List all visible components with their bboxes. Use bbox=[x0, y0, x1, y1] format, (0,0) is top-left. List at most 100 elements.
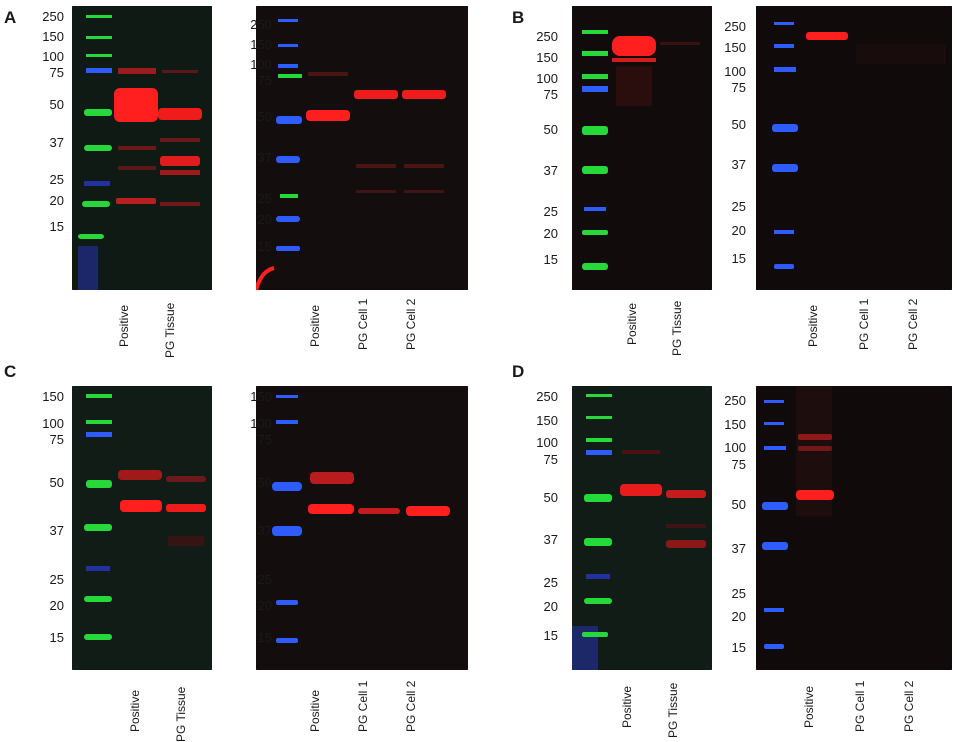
lane-label: PG Tissue bbox=[163, 302, 177, 358]
panel-label-d: D bbox=[512, 362, 525, 381]
mw-marker: 150 bbox=[250, 389, 272, 404]
mw-marker: 150 bbox=[42, 29, 64, 44]
mw-marker: 15 bbox=[543, 628, 558, 643]
lane-label: PG Cell 1 bbox=[853, 680, 867, 732]
mw-marker: 20 bbox=[257, 598, 272, 613]
lane-label: Positive bbox=[308, 689, 322, 732]
mw-marker: 100 bbox=[536, 435, 558, 450]
mw-marker: 25 bbox=[731, 586, 746, 601]
blot-image bbox=[256, 386, 468, 670]
mw-marker: 25 bbox=[257, 572, 272, 587]
mw-marker: 50 bbox=[731, 497, 746, 512]
mw-marker: 20 bbox=[49, 598, 64, 613]
mw-marker: 75 bbox=[49, 432, 64, 447]
mw-marker: 20 bbox=[257, 212, 272, 227]
mw-marker: 50 bbox=[257, 475, 272, 490]
lane-label: PG Cell 2 bbox=[906, 298, 920, 350]
mw-marker: 37 bbox=[731, 157, 746, 172]
mw-marker: 20 bbox=[543, 599, 558, 614]
mw-marker: 25 bbox=[49, 572, 64, 587]
mw-marker: 250 bbox=[724, 393, 746, 408]
lane-label: Positive bbox=[802, 685, 816, 728]
mw-marker: 37 bbox=[543, 163, 558, 178]
panel-label-c: C bbox=[4, 362, 17, 381]
mw-marker: 50 bbox=[49, 475, 64, 490]
mw-marker: 100 bbox=[536, 71, 558, 86]
lane-label: PG Cell 2 bbox=[404, 298, 418, 350]
mw-marker: 25 bbox=[49, 172, 64, 187]
mw-marker: 15 bbox=[49, 630, 64, 645]
blot-image bbox=[756, 6, 952, 290]
lane-label: PG Cell 1 bbox=[356, 298, 370, 350]
mw-marker: 100 bbox=[724, 440, 746, 455]
mw-marker: 20 bbox=[731, 609, 746, 624]
mw-marker: 100 bbox=[42, 416, 64, 431]
lane-label: Positive bbox=[128, 689, 142, 732]
mw-marker: 25 bbox=[543, 575, 558, 590]
panel-label-b: B bbox=[512, 8, 525, 27]
blot-bands bbox=[256, 6, 468, 290]
mw-marker: 150 bbox=[250, 37, 272, 52]
mw-marker: 20 bbox=[543, 226, 558, 241]
blot-bands bbox=[756, 6, 952, 290]
mw-marker: 37 bbox=[49, 135, 64, 150]
blot-image bbox=[756, 386, 952, 670]
mw-marker: 50 bbox=[543, 122, 558, 137]
mw-marker: 100 bbox=[250, 416, 272, 431]
mw-marker: 250 bbox=[536, 29, 558, 44]
mw-marker: 15 bbox=[49, 219, 64, 234]
lane-label: PG Tissue bbox=[174, 686, 188, 742]
mw-marker: 75 bbox=[543, 452, 558, 467]
mw-marker: 150 bbox=[724, 417, 746, 432]
blot-bands bbox=[256, 386, 468, 670]
mw-marker: 75 bbox=[257, 73, 272, 88]
mw-marker: 150 bbox=[536, 413, 558, 428]
mw-marker: 100 bbox=[724, 64, 746, 79]
mw-marker: 150 bbox=[42, 389, 64, 404]
mw-marker: 15 bbox=[257, 630, 272, 645]
blot-bands bbox=[72, 386, 212, 670]
blot-bands bbox=[756, 386, 952, 670]
lane-label: Positive bbox=[625, 302, 639, 345]
mw-marker: 150 bbox=[536, 50, 558, 65]
mw-marker: 25 bbox=[543, 204, 558, 219]
blot-image bbox=[572, 386, 712, 670]
mw-marker: 250 bbox=[42, 9, 64, 24]
mw-marker: 15 bbox=[731, 640, 746, 655]
mw-marker: 250 bbox=[724, 19, 746, 34]
blot-image bbox=[72, 386, 212, 670]
mw-marker: 37 bbox=[257, 150, 272, 165]
mw-marker: 75 bbox=[731, 80, 746, 95]
mw-marker: 250 bbox=[536, 389, 558, 404]
mw-marker: 37 bbox=[731, 541, 746, 556]
mw-marker: 15 bbox=[257, 239, 272, 254]
mw-marker: 20 bbox=[49, 193, 64, 208]
mw-marker: 50 bbox=[49, 97, 64, 112]
mw-marker: 37 bbox=[49, 523, 64, 538]
blot-image bbox=[72, 6, 212, 290]
lane-label: Positive bbox=[117, 304, 131, 347]
mw-marker: 75 bbox=[257, 432, 272, 447]
mw-marker: 20 bbox=[731, 223, 746, 238]
mw-marker: 50 bbox=[543, 490, 558, 505]
blot-image bbox=[256, 6, 468, 290]
lane-label: PG Cell 2 bbox=[902, 680, 916, 732]
mw-marker: 37 bbox=[543, 532, 558, 547]
blot-bands bbox=[72, 6, 212, 290]
mw-marker: 25 bbox=[731, 199, 746, 214]
lane-label: PG Cell 1 bbox=[356, 680, 370, 732]
mw-marker: 150 bbox=[724, 40, 746, 55]
mw-marker: 15 bbox=[731, 251, 746, 266]
mw-marker: 75 bbox=[543, 87, 558, 102]
mw-marker: 75 bbox=[731, 457, 746, 472]
lane-label: PG Tissue bbox=[670, 300, 684, 356]
mw-marker: 100 bbox=[250, 57, 272, 72]
mw-marker: 25 bbox=[257, 191, 272, 206]
mw-marker: 37 bbox=[257, 523, 272, 538]
lane-label: PG Cell 2 bbox=[404, 680, 418, 732]
blot-image bbox=[572, 6, 712, 290]
lane-label: Positive bbox=[806, 304, 820, 347]
mw-marker: 100 bbox=[42, 49, 64, 64]
mw-marker: 75 bbox=[49, 65, 64, 80]
panel-label-a: A bbox=[4, 8, 17, 27]
